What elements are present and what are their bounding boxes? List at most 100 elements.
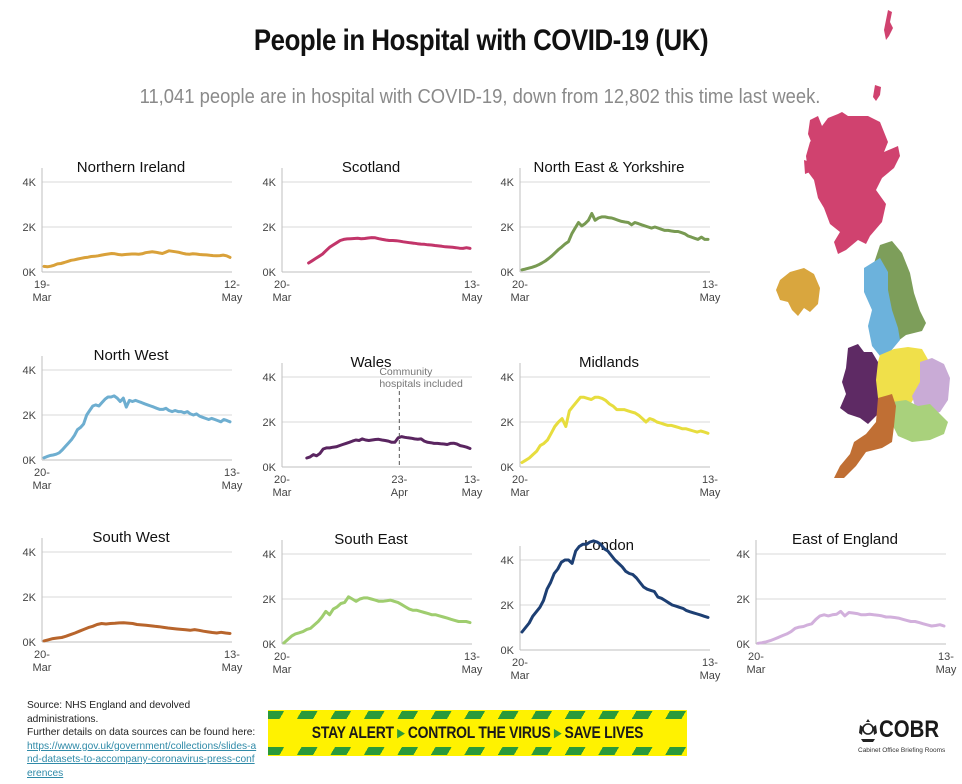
x-tick-label-start: Mar: [273, 292, 292, 304]
chart-panel-wales: Wales 0K 2K 4K 20- Mar 13- May 23- Apr Community ho…: [240, 345, 483, 515]
banner-stripe-bottom: [268, 747, 687, 755]
x-tick-label-end: May: [700, 292, 721, 304]
x-tick-label-start: 20-: [274, 474, 290, 486]
x-tick-label-start: Mar: [511, 670, 530, 682]
series-line-northern-ireland: [42, 249, 232, 269]
y-tick-label: 0K: [23, 637, 37, 649]
y-tick-label: 2K: [263, 594, 277, 606]
x-tick-label-end: May: [700, 670, 721, 682]
x-tick-label-start: 19-: [34, 279, 50, 291]
y-tick-label: 0K: [263, 639, 277, 651]
chart-panel-south-east: South East 0K 2K 4K 20- Mar 13- May: [240, 522, 483, 692]
banner-arrow-icon: ▸: [554, 723, 561, 742]
x-tick-label-start: Mar: [33, 662, 52, 674]
series-line-south-east: [282, 595, 472, 645]
x-tick-label-start: Mar: [747, 664, 766, 676]
stay-alert-banner: STAY ALERT ▸ CONTROL THE VIRUS ▸ SAVE LI…: [268, 710, 687, 756]
y-tick-label: 4K: [501, 177, 515, 189]
chart-panel-northern-ireland: Northern Ireland 0K 2K 4K 19- Mar 12- May: [0, 150, 243, 320]
x-tick-label-start: Mar: [273, 487, 292, 499]
x-tick-label-end: 13-: [224, 649, 240, 661]
y-tick-label: 4K: [501, 555, 515, 567]
y-tick-label: 4K: [23, 547, 37, 559]
y-tick-label: 4K: [737, 549, 751, 561]
y-tick-label: 4K: [263, 549, 277, 561]
map-region-northern-ireland: [776, 268, 820, 316]
y-tick-label: 0K: [263, 462, 277, 474]
x-tick-label-end: 13-: [938, 651, 954, 663]
y-tick-label: 0K: [501, 462, 515, 474]
source-link[interactable]: https://www.gov.uk/government/collection…: [27, 740, 257, 779]
x-tick-label-end: 13-: [224, 467, 240, 479]
series-line-south-west: [42, 621, 232, 643]
series-line-north-east-yorkshire: [520, 212, 710, 272]
x-tick-label-end: May: [222, 292, 243, 304]
chart-panel-london: London 0K 2K 4K 20- Mar 13- May: [478, 528, 721, 698]
x-tick-label-end: 13-: [464, 279, 480, 291]
chart-title: South West: [92, 529, 170, 546]
x-tick-label-start: 20-: [512, 657, 528, 669]
y-tick-label: 2K: [23, 592, 37, 604]
chart-south-west: South West 0K 2K 4K 20-Mar 13-May: [23, 529, 243, 674]
series-line-scotland: [307, 236, 472, 265]
y-tick-label: 4K: [263, 177, 277, 189]
series-line-east-of-england: [756, 609, 946, 645]
banner-text-control-virus: CONTROL THE VIRUS: [407, 723, 551, 742]
y-tick-label: 2K: [263, 417, 277, 429]
chart-scotland: Scotland 0K 2K 4K 20-Mar 13-May: [263, 159, 483, 304]
x-tick-label-start: Mar: [511, 487, 530, 499]
x-tick-label-start: 20-: [34, 649, 50, 661]
x-tick-label-start: 20-: [274, 651, 290, 663]
chart-northern-ireland: Northern Ireland 0K 2K 4K 19-Mar 12-May: [23, 159, 243, 304]
chart-midlands: Midlands 0K 2K 4K 20-Mar 13-May: [501, 354, 721, 499]
banner-text-save-lives: SAVE LIVES: [564, 723, 644, 742]
chart-north-west: North West 0K 2K 4K 20-Mar 13-May: [23, 347, 243, 492]
banner-text: STAY ALERT ▸ CONTROL THE VIRUS ▸ SAVE LI…: [306, 723, 650, 743]
y-tick-label: 2K: [737, 594, 751, 606]
chart-panel-north-east-yorkshire: North East & Yorkshire 0K 2K 4K 20- Mar 13- May: [478, 150, 721, 320]
series-line-wales: [305, 435, 472, 460]
chart-panel-south-west: South West 0K 2K 4K 20- Mar 13- May: [0, 520, 243, 690]
chart-title: Midlands: [579, 354, 639, 371]
y-tick-label: 4K: [23, 177, 37, 189]
chart-panel-scotland: Scotland 0K 2K 4K 20- Mar 13- May: [240, 150, 483, 320]
x-tick-label-mid: 23-: [391, 474, 407, 486]
annotation-text: hospitals included: [379, 378, 463, 390]
map-region-midlands: [874, 347, 930, 411]
map-region-north-west: [864, 258, 900, 356]
y-tick-label: 2K: [23, 222, 37, 234]
x-tick-label-start: Mar: [511, 292, 530, 304]
x-tick-label-end: May: [700, 487, 721, 499]
x-tick-label-start: 20-: [748, 651, 764, 663]
chart-panel-east-of-england: East of England 0K 2K 4K 20- Mar 13- May: [714, 522, 957, 692]
y-tick-label: 4K: [501, 372, 515, 384]
y-tick-label: 0K: [501, 267, 515, 279]
y-tick-label: 2K: [263, 222, 277, 234]
chart-title: Northern Ireland: [77, 159, 185, 176]
x-tick-label-end: May: [936, 664, 957, 676]
x-tick-label-end: May: [462, 487, 483, 499]
chart-north-east-yorkshire: North East & Yorkshire 0K 2K 4K 20-Mar 13-May: [501, 159, 721, 304]
y-tick-label: 0K: [737, 639, 751, 651]
banner-text-stay-alert: STAY ALERT: [311, 723, 394, 742]
x-tick-label-start: Mar: [273, 664, 292, 676]
x-tick-label-end: 12-: [224, 279, 240, 291]
x-tick-label-end: 13-: [702, 474, 718, 486]
y-tick-label: 2K: [501, 600, 515, 612]
chart-title: Scotland: [342, 159, 400, 176]
map-region-south-east: [892, 400, 948, 442]
chart-title: East of England: [792, 531, 898, 548]
x-tick-label-start: 20-: [512, 474, 528, 486]
x-tick-label-mid: Apr: [391, 487, 408, 499]
y-tick-label: 4K: [263, 372, 277, 384]
chart-title: South East: [334, 531, 408, 548]
y-tick-label: 2K: [501, 222, 515, 234]
chart-title: North West: [94, 347, 170, 364]
source-note: Source: NHS England and devolved adminis…: [27, 699, 257, 780]
page-title: People in Hospital with COVID-19 (UK): [253, 24, 709, 57]
chart-title: North East & Yorkshire: [534, 159, 685, 176]
chart-panel-north-west: North West 0K 2K 4K 20- Mar 13- May: [0, 338, 243, 508]
y-tick-label: 2K: [23, 410, 37, 422]
x-tick-label-end: 13-: [464, 474, 480, 486]
